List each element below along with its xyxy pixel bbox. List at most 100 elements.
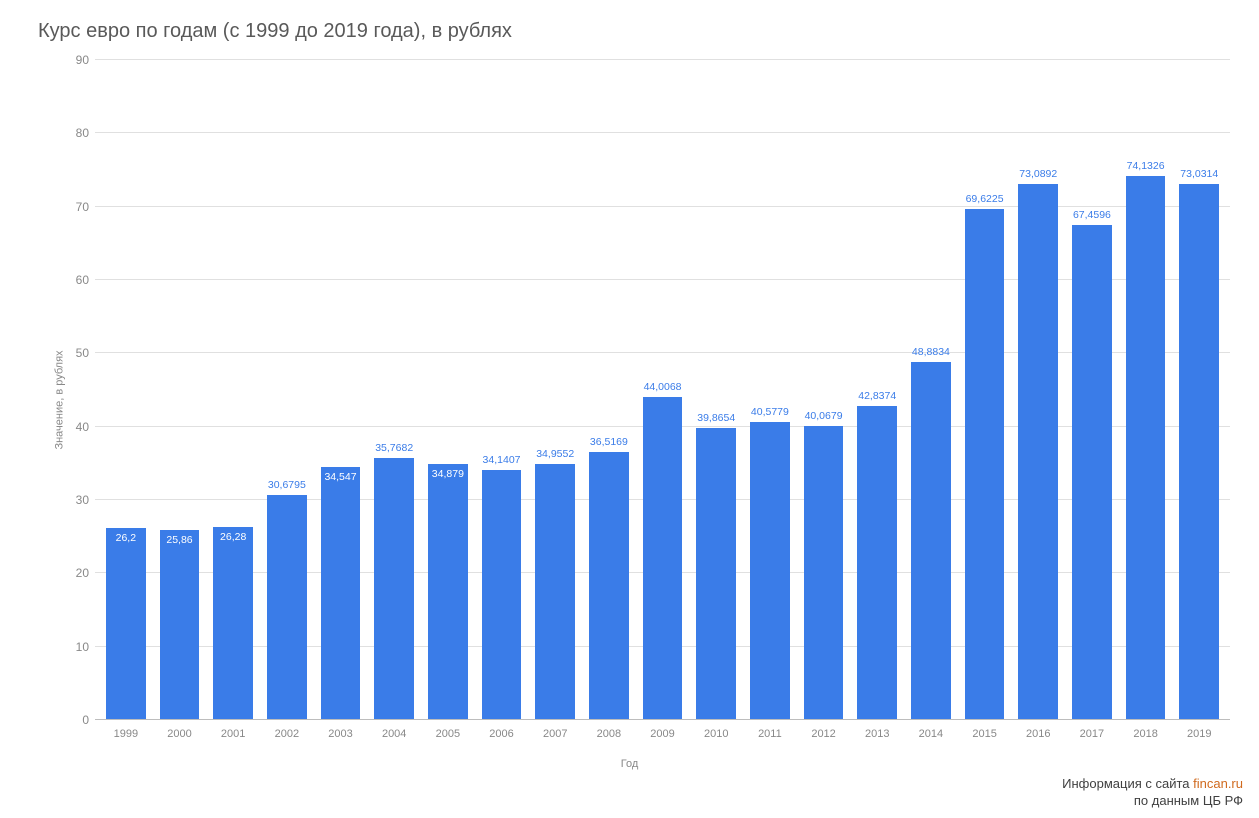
plot-area: 0102030405060708090 26,2199925,86200026,… [95, 60, 1230, 720]
attribution-line-1: Информация с сайта fincan.ru [1062, 775, 1243, 793]
bar-value-label: 48,8834 [912, 346, 950, 358]
bar-slot: 74,13262018 [1119, 60, 1173, 720]
bar-slot: 34,95522007 [528, 60, 582, 720]
bar: 74,1326 [1126, 176, 1166, 720]
y-tick-label: 10 [59, 640, 89, 654]
bar: 30,6795 [267, 495, 307, 720]
bar-value-label: 35,7682 [375, 442, 413, 454]
x-tick-label: 2016 [1026, 728, 1050, 740]
attribution-link[interactable]: fincan.ru [1193, 776, 1243, 791]
bar: 39,8654 [696, 428, 736, 720]
bar-value-label: 74,1326 [1127, 160, 1165, 172]
bar-value-label: 34,9552 [536, 448, 574, 460]
bar-value-label: 40,5779 [751, 406, 789, 418]
x-tick-label: 2019 [1187, 728, 1211, 740]
x-tick-label: 2007 [543, 728, 567, 740]
bar-slot: 34,5472003 [314, 60, 368, 720]
y-tick-label: 30 [59, 493, 89, 507]
bar: 34,1407 [482, 470, 522, 720]
x-tick-label: 2001 [221, 728, 245, 740]
bar-value-label: 36,5169 [590, 436, 628, 448]
bar-value-label: 73,0892 [1019, 168, 1057, 180]
y-tick-label: 0 [59, 713, 89, 727]
bar: 34,879 [428, 464, 468, 720]
bar-slot: 40,06792012 [797, 60, 851, 720]
bar: 67,4596 [1072, 225, 1112, 720]
bar-slot: 73,08922016 [1011, 60, 1065, 720]
x-tick-label: 2011 [758, 728, 782, 740]
bar-slot: 48,88342014 [904, 60, 958, 720]
x-tick-label: 2003 [328, 728, 352, 740]
bar-value-label: 34,1407 [483, 454, 521, 466]
bar-value-label: 69,6225 [966, 193, 1004, 205]
bar-slot: 26,282001 [206, 60, 260, 720]
attribution-footer: Информация с сайта fincan.ru по данным Ц… [1062, 775, 1243, 810]
attribution-line-2: по данным ЦБ РФ [1062, 792, 1243, 810]
bar-value-label: 40,0679 [805, 410, 843, 422]
bar: 36,5169 [589, 452, 629, 720]
bar: 40,0679 [804, 426, 844, 720]
bar-slot: 36,51692008 [582, 60, 636, 720]
x-axis-baseline [95, 719, 1230, 720]
bar: 44,0068 [643, 397, 683, 720]
x-tick-label: 2006 [489, 728, 513, 740]
bar-value-label: 39,8654 [697, 412, 735, 424]
x-tick-label: 2013 [865, 728, 889, 740]
bar-slot: 44,00682009 [636, 60, 690, 720]
bar: 40,5779 [750, 422, 790, 720]
x-tick-label: 2015 [972, 728, 996, 740]
bar-value-label: 25,86 [166, 534, 192, 546]
attribution-prefix: Информация с сайта [1062, 776, 1193, 791]
bar-slot: 35,76822004 [367, 60, 421, 720]
x-tick-label: 2004 [382, 728, 406, 740]
y-axis-label: Значение, в рублях [54, 350, 66, 449]
bar: 35,7682 [374, 458, 414, 720]
x-tick-label: 1999 [114, 728, 138, 740]
bar-slot: 34,8792005 [421, 60, 475, 720]
bar-slot: 30,67952002 [260, 60, 314, 720]
bar: 26,28 [213, 527, 253, 720]
bar: 25,86 [160, 530, 200, 720]
bar: 48,8834 [911, 362, 951, 720]
bar-value-label: 34,547 [324, 471, 356, 483]
bars-container: 26,2199925,86200026,28200130,6795200234,… [95, 60, 1230, 720]
y-tick-label: 50 [59, 346, 89, 360]
x-tick-label: 2017 [1080, 728, 1104, 740]
bar-value-label: 30,6795 [268, 479, 306, 491]
bar-slot: 73,03142019 [1172, 60, 1226, 720]
bar-value-label: 67,4596 [1073, 209, 1111, 221]
bar-value-label: 26,28 [220, 531, 246, 543]
bar-slot: 69,62252015 [958, 60, 1012, 720]
bar: 26,2 [106, 528, 146, 720]
x-tick-label: 2012 [811, 728, 835, 740]
y-tick-label: 60 [59, 273, 89, 287]
y-tick-label: 80 [59, 126, 89, 140]
y-tick-label: 70 [59, 200, 89, 214]
bar: 73,0892 [1018, 184, 1058, 720]
bar: 34,547 [321, 467, 361, 720]
x-tick-label: 2009 [650, 728, 674, 740]
x-tick-label: 2008 [597, 728, 621, 740]
bar-slot: 42,83742013 [850, 60, 904, 720]
bar-value-label: 26,2 [116, 532, 136, 544]
bar: 69,6225 [965, 209, 1005, 720]
y-tick-label: 40 [59, 420, 89, 434]
bar-slot: 39,86542010 [689, 60, 743, 720]
bar: 42,8374 [857, 406, 897, 720]
bar-value-label: 73,0314 [1180, 168, 1218, 180]
x-tick-label: 2005 [436, 728, 460, 740]
x-tick-label: 2002 [275, 728, 299, 740]
chart-title: Курс евро по годам (с 1999 до 2019 года)… [38, 20, 512, 43]
x-tick-label: 2014 [919, 728, 943, 740]
bar-slot: 67,45962017 [1065, 60, 1119, 720]
bar-slot: 40,57792011 [743, 60, 797, 720]
bar: 73,0314 [1179, 184, 1219, 720]
x-tick-label: 2018 [1133, 728, 1157, 740]
bar-value-label: 44,0068 [644, 381, 682, 393]
x-tick-label: 2000 [167, 728, 191, 740]
bar-value-label: 34,879 [432, 468, 464, 480]
bar-slot: 26,21999 [99, 60, 153, 720]
y-tick-label: 90 [59, 53, 89, 67]
y-tick-label: 20 [59, 566, 89, 580]
x-axis-label: Год [621, 758, 639, 770]
